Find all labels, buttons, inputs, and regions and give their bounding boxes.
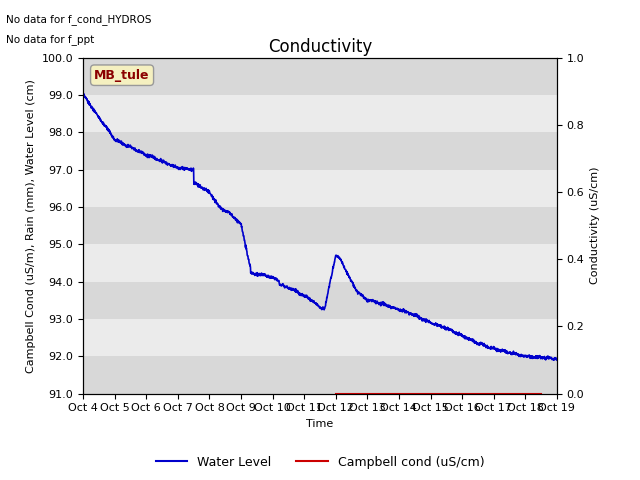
Text: MB_tule: MB_tule (94, 69, 150, 82)
Bar (83, 207, 557, 244)
Y-axis label: Conductivity (uS/cm): Conductivity (uS/cm) (590, 167, 600, 284)
Y-axis label: Campbell Cond (uS/m), Rain (mm), Water Level (cm): Campbell Cond (uS/m), Rain (mm), Water L… (26, 79, 36, 372)
X-axis label: Time: Time (307, 419, 333, 429)
Bar (83, 244, 557, 282)
Bar (83, 95, 557, 132)
Bar (83, 356, 557, 394)
Bar (83, 132, 557, 169)
Text: No data for f_ppt: No data for f_ppt (6, 34, 95, 45)
Bar (83, 169, 557, 207)
Text: No data for f_cond_HYDROS: No data for f_cond_HYDROS (6, 14, 152, 25)
Bar (83, 282, 557, 319)
Bar (83, 319, 557, 356)
Title: Conductivity: Conductivity (268, 38, 372, 56)
Legend: Water Level, Campbell cond (uS/cm): Water Level, Campbell cond (uS/cm) (151, 451, 489, 474)
Bar (83, 58, 557, 95)
